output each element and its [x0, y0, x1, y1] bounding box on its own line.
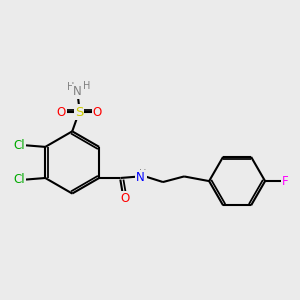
Text: O: O	[92, 106, 102, 118]
Text: S: S	[75, 106, 83, 118]
Text: O: O	[120, 192, 129, 205]
Text: Cl: Cl	[14, 139, 25, 152]
Text: N: N	[136, 171, 145, 184]
Text: Cl: Cl	[14, 173, 25, 186]
Text: O: O	[56, 106, 66, 118]
Text: N: N	[73, 85, 82, 98]
Text: H: H	[67, 82, 74, 92]
Text: H: H	[139, 169, 146, 179]
Text: F: F	[282, 175, 289, 188]
Text: H: H	[82, 81, 90, 91]
